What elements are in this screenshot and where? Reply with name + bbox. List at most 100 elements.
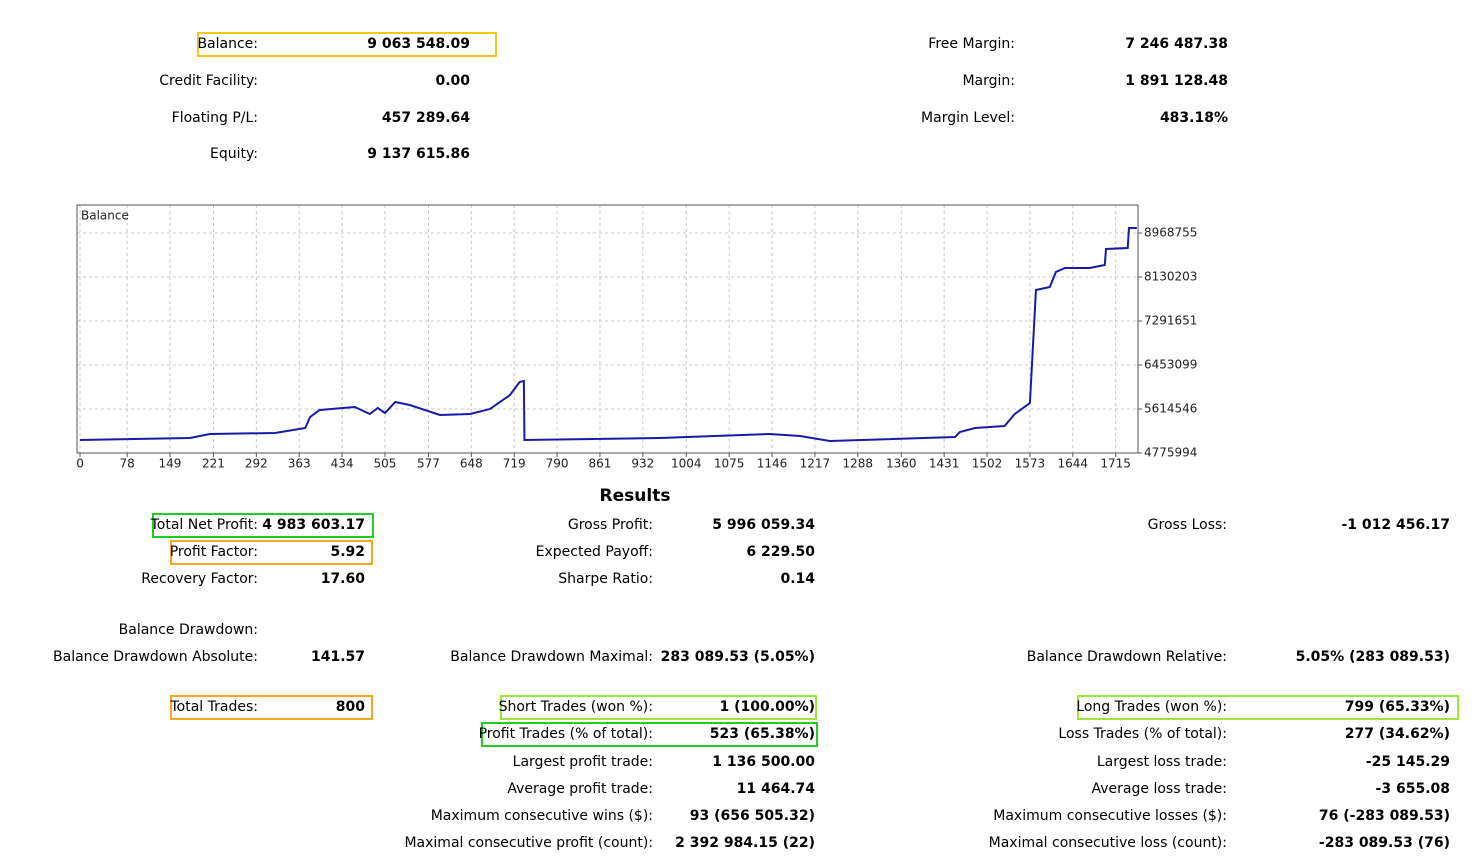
x-tick-label: 1573 [1015,457,1046,471]
field-label: Equity: [210,146,258,162]
field-value: 483.18% [1159,110,1228,126]
x-tick-label: 1715 [1100,457,1131,471]
y-tick-label: 4775994 [1144,446,1197,460]
x-tick-label: 363 [288,457,311,471]
field-value: 5.05% (283 089.53) [1295,649,1450,665]
field-label: Gross Loss: [1147,517,1227,533]
field-value: 9 137 615.86 [367,146,470,162]
field-value: 277 (34.62%) [1344,726,1450,742]
x-tick-label: 577 [417,457,440,471]
field-label: Largest loss trade: [1096,754,1227,770]
x-tick-label: 0 [76,457,84,471]
y-tick-label: 5614546 [1144,402,1197,416]
field-label: Total Net Profit: [150,517,258,533]
field-value: 2 392 984.15 (22) [675,835,815,851]
field-label: Gross Profit: [567,517,653,533]
results-title: Results [599,486,671,506]
field-value: 283 089.53 (5.05%) [660,649,815,665]
field-value: 1 136 500.00 [712,754,815,770]
field-value: -283 089.53 (76) [1318,835,1450,851]
highlight-box [197,32,497,57]
field-label: Margin: [962,73,1015,89]
field-label: Maximum consecutive losses ($): [993,808,1227,824]
field-value: 800 [335,699,365,715]
field-value: 76 (-283 089.53) [1318,808,1450,824]
field-label: Balance Drawdown: [118,622,258,638]
x-tick-label: 1360 [886,457,917,471]
highlight-box [170,540,373,565]
x-tick-label: 505 [374,457,397,471]
highlight-box [500,695,817,720]
field-value: 9 063 548.09 [367,36,470,52]
field-label: Average profit trade: [507,781,653,797]
highlight-box [1077,695,1459,720]
field-label: Maximal consecutive loss (count): [988,835,1227,851]
field-label: Short Trades (won %): [498,699,653,715]
field-label: Maximum consecutive wins ($): [430,808,653,824]
plot-frame [76,204,1139,454]
x-tick-label: 861 [588,457,611,471]
field-label: Balance Drawdown Maximal: [450,649,653,665]
field-value: 7 246 487.38 [1125,36,1228,52]
field-value: -25 145.29 [1365,754,1450,770]
field-value: 0.14 [780,571,815,587]
field-label: Profit Factor: [169,544,258,560]
field-value: 5.92 [330,544,365,560]
field-value: 0.00 [435,73,470,89]
x-tick-label: 221 [202,457,225,471]
field-label: Sharpe Ratio: [558,571,653,587]
field-value: 93 (656 505.32) [689,808,815,824]
x-tick-label: 1288 [843,457,874,471]
x-tick-label: 648 [460,457,483,471]
x-tick-label: 1502 [972,457,1003,471]
field-value: 4 983 603.17 [262,517,365,533]
field-value: 523 (65.38%) [709,726,815,742]
field-value: 6 229.50 [746,544,815,560]
balance-line [80,227,1137,443]
field-label: Largest profit trade: [512,754,653,770]
field-value: -3 655.08 [1375,781,1450,797]
field-value: -1 012 456.17 [1341,517,1450,533]
field-label: Balance Drawdown Relative: [1026,649,1227,665]
field-label: Recovery Factor: [141,571,258,587]
field-label: Profit Trades (% of total): [478,726,653,742]
x-tick-label: 1075 [714,457,745,471]
series-label: Balance [81,209,129,223]
field-value: 141.57 [310,649,365,665]
y-tick-label: 7291651 [1144,314,1197,328]
field-label: Maximal consecutive profit (count): [404,835,653,851]
field-value: 5 996 059.34 [712,517,815,533]
y-tick-label: 6453099 [1144,358,1197,372]
x-tick-label: 149 [159,457,182,471]
x-tick-label: 78 [119,457,134,471]
x-tick-label: 434 [331,457,354,471]
x-tick-label: 719 [503,457,526,471]
field-value: 1 (100.00%) [719,699,815,715]
highlight-box [170,695,373,720]
y-tick-label: 8130203 [1144,270,1197,284]
balance-chart: 4775994 5614546 6453099 7291651 8130203 89687… [76,204,1197,471]
x-tick-label: 790 [546,457,569,471]
field-label: Free Margin: [928,36,1015,52]
x-tick-label: 1146 [757,457,788,471]
y-tick-label: 8968755 [1144,226,1197,240]
field-label: Total Trades: [170,699,259,715]
field-value: 799 (65.33%) [1344,699,1450,715]
field-label: Credit Facility: [159,73,258,89]
x-tick-label: 1217 [800,457,831,471]
field-value: 17.60 [320,571,365,587]
field-label: Balance: [197,36,258,52]
highlight-box [152,513,374,538]
field-label: Margin Level: [921,110,1015,126]
field-label: Long Trades (won %): [1076,699,1227,715]
field-label: Average loss trade: [1091,781,1227,797]
x-tick-label: 1644 [1058,457,1089,471]
field-label: Balance Drawdown Absolute: [53,649,258,665]
x-tick-label: 1431 [929,457,960,471]
x-tick-label: 932 [631,457,654,471]
highlight-box [481,722,818,747]
field-value: 457 289.64 [381,110,470,126]
field-value: 11 464.74 [736,781,815,797]
field-label: Floating P/L: [171,110,258,126]
x-tick-label: 292 [245,457,268,471]
